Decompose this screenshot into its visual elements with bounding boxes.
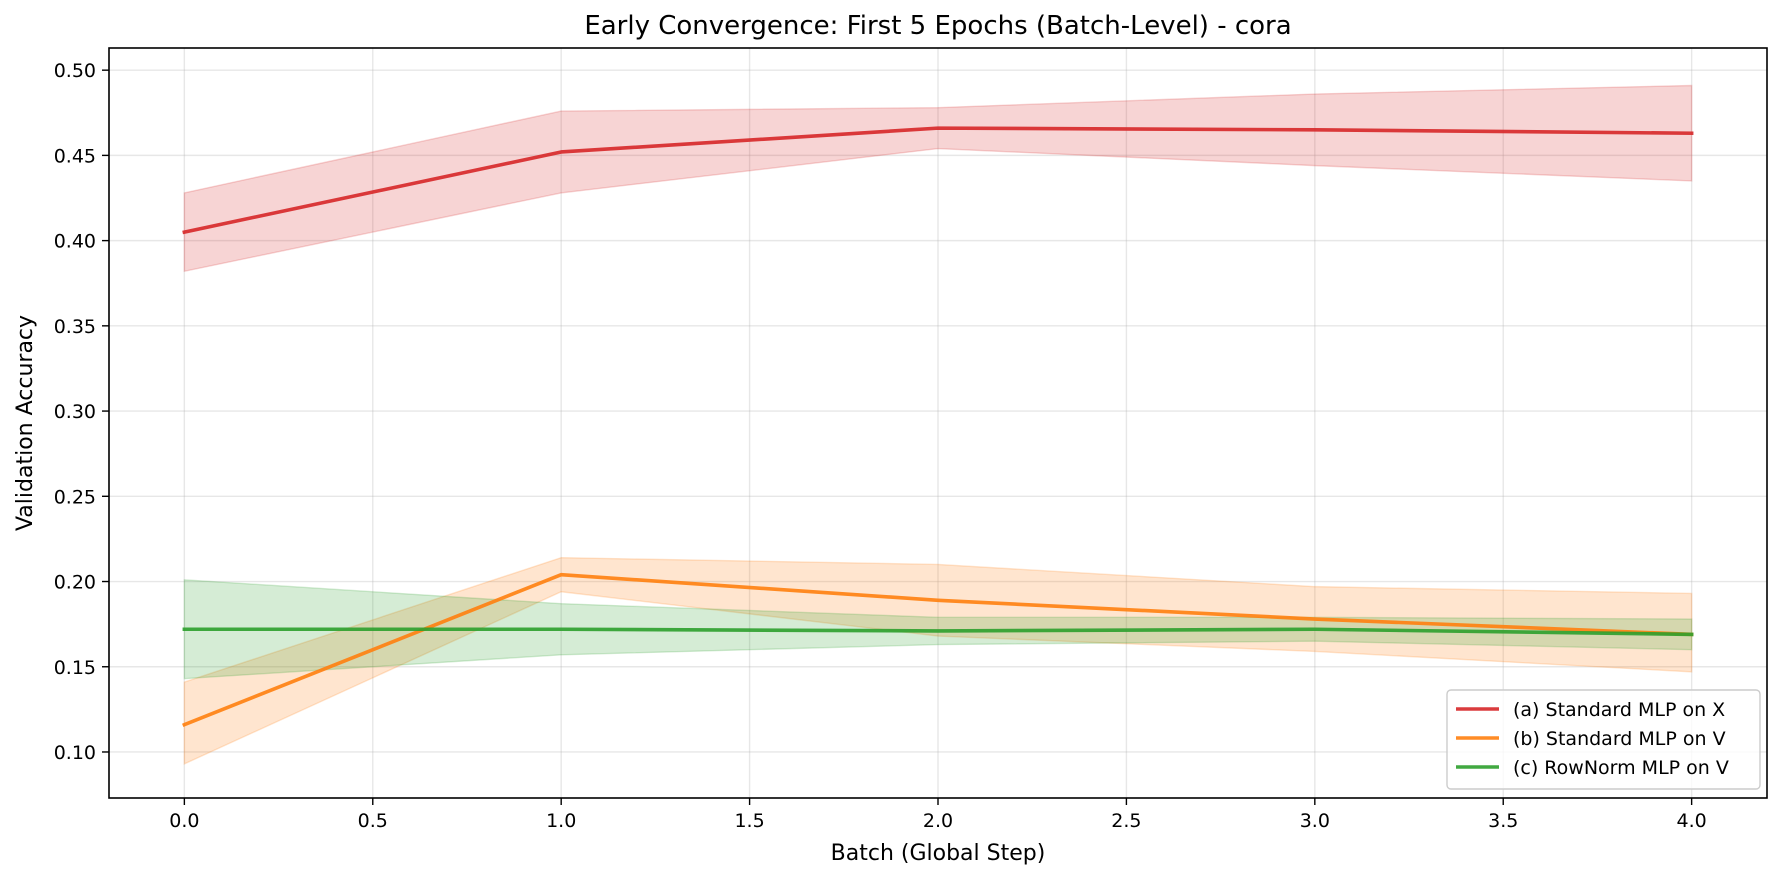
x-tick-label: 2.0 — [923, 810, 953, 832]
y-tick-label: 0.40 — [54, 231, 96, 253]
legend: (a) Standard MLP on X (b) Standard MLP on… — [1446, 689, 1761, 790]
x-tick-label: 3.5 — [1488, 810, 1518, 832]
legend-label: (b) Standard MLP on V — [1513, 728, 1726, 750]
x-tick-label: 4.0 — [1677, 810, 1707, 832]
x-tick-label: 0.0 — [169, 810, 199, 832]
y-tick-label: 0.15 — [54, 657, 96, 679]
c-rownorm-mlp-on-v-line — [182, 627, 1694, 637]
a-standard-mlp-on-x-line — [182, 126, 1694, 235]
y-tick-label: 0.10 — [54, 742, 96, 764]
y-tick-label: 0.30 — [54, 401, 96, 423]
y-axis-ticks: 0.10 0.15 0.20 0.25 0.30 0.35 0.40 0.45 0.50 — [54, 60, 109, 764]
legend-label: (a) Standard MLP on X — [1513, 699, 1725, 721]
y-axis-label: Validation Accuracy — [13, 315, 38, 531]
x-tick-label: 0.5 — [358, 810, 388, 832]
b-standard-mlp-on-v-band — [183, 556, 1693, 765]
x-tick-label: 1.0 — [546, 810, 576, 832]
chart-title: Early Convergence: First 5 Epochs (Batch… — [584, 11, 1291, 41]
a-standard-mlp-on-x-band — [183, 84, 1693, 273]
y-tick-label: 0.20 — [54, 572, 96, 594]
legend-label: (c) RowNorm MLP on V — [1513, 757, 1729, 779]
y-tick-label: 0.45 — [54, 145, 96, 167]
b-standard-mlp-on-v-line — [182, 572, 1694, 728]
legend-box — [1446, 689, 1761, 790]
x-tick-label: 1.5 — [734, 810, 764, 832]
x-tick-label: 3.0 — [1300, 810, 1330, 832]
y-tick-label: 0.50 — [54, 60, 96, 82]
series-lines — [182, 126, 1694, 728]
y-tick-label: 0.35 — [54, 316, 96, 338]
x-tick-label: 2.5 — [1111, 810, 1141, 832]
grid-lines — [109, 48, 1767, 798]
x-axis-ticks: 0.0 0.5 1.0 1.5 2.0 2.5 3.0 3.5 4.0 — [169, 798, 1707, 832]
y-tick-label: 0.25 — [54, 486, 96, 508]
x-axis-label: Batch (Global Step) — [831, 841, 1046, 866]
